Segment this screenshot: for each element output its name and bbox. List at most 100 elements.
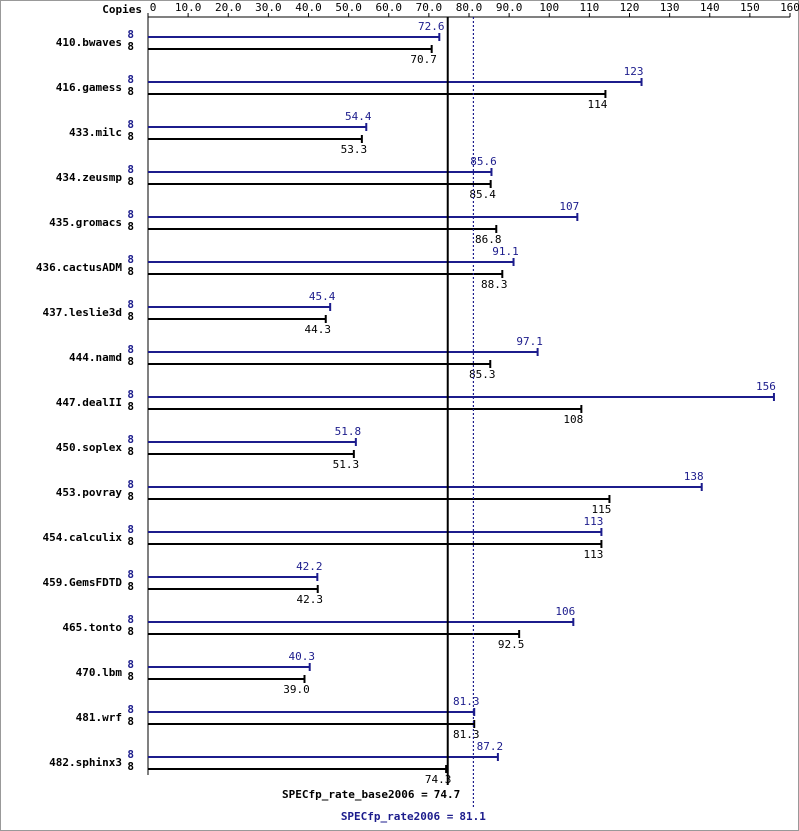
copies-label: 8 [127,523,134,536]
value-label: 108 [563,413,583,426]
value-label: 91.1 [492,245,519,258]
category-label: 436.cactusADM [36,261,122,274]
value-label: 40.3 [288,650,315,663]
category-label: 459.GemsFDTD [43,576,123,589]
value-label: 85.3 [469,368,496,381]
x-tick-label: 80.0 [456,1,483,14]
category-label: 465.tonto [62,621,122,634]
reference-value: 81.1 [459,810,486,823]
copies-label: 8 [127,298,134,311]
category-label: 410.bwaves [56,36,122,49]
value-label: 113 [583,515,603,528]
x-tick-label: 30.0 [255,1,282,14]
copies-label: 8 [127,490,134,503]
copies-label: 8 [127,163,134,176]
copies-label: 8 [127,478,134,491]
copies-label: 8 [127,310,134,323]
category-label: 447.dealII [56,396,122,409]
category-label: 416.gamess [56,81,122,94]
copies-label: 8 [127,715,134,728]
copies-label: 8 [127,265,134,278]
value-label: 85.4 [469,188,496,201]
value-label: 54.4 [345,110,372,123]
category-label: 437.leslie3d [43,306,122,319]
value-label: 42.2 [296,560,323,573]
value-label: 92.5 [498,638,525,651]
value-label: 44.3 [305,323,332,336]
copies-label: 8 [127,355,134,368]
value-label: 81.3 [453,728,480,741]
copies-label: 8 [127,73,134,86]
copies-label: 8 [127,175,134,188]
category-label: 481.wrf [76,711,122,724]
copies-label: 8 [127,220,134,233]
x-tick-label: 20.0 [215,1,242,14]
category-label: 435.gromacs [49,216,122,229]
copies-label: 8 [127,658,134,671]
value-label: 53.3 [341,143,368,156]
copies-label: 8 [127,433,134,446]
copies-label: 8 [127,535,134,548]
category-label: 450.soplex [56,441,123,454]
value-label: 81.3 [453,695,480,708]
copies-label: 8 [127,253,134,266]
x-tick-label: 40.0 [295,1,322,14]
copies-label: 8 [127,760,134,773]
copies-label: 8 [127,400,134,413]
category-label: 454.calculix [43,531,123,544]
category-label: 444.namd [69,351,122,364]
value-label: 39.0 [283,683,310,696]
copies-label: 8 [127,85,134,98]
x-tick-label: 60.0 [376,1,403,14]
value-label: 115 [592,503,612,516]
copies-label: 8 [127,748,134,761]
x-tick-label: 160 [780,1,799,14]
copies-label: 8 [127,670,134,683]
copies-label: 8 [127,703,134,716]
category-label: 470.lbm [76,666,123,679]
copies-label: 8 [127,445,134,458]
x-tick-label: 110 [579,1,599,14]
value-label: 86.8 [475,233,502,246]
category-label: 434.zeusmp [56,171,123,184]
x-tick-label: 50.0 [335,1,362,14]
copies-label: 8 [127,208,134,221]
value-label: 156 [756,380,776,393]
category-label: 453.povray [56,486,123,499]
value-label: 97.1 [516,335,543,348]
value-label: 74.3 [425,773,452,786]
x-tick-label: 90.0 [496,1,523,14]
value-label: 106 [555,605,575,618]
value-label: 45.4 [309,290,336,303]
value-label: 85.6 [470,155,497,168]
reference-value: 74.7 [434,788,461,801]
copies-label: 8 [127,625,134,638]
copies-label: 8 [127,580,134,593]
copies-label: 8 [127,343,134,356]
value-label: 123 [624,65,644,78]
x-tick-label: 10.0 [175,1,202,14]
value-label: 51.8 [335,425,362,438]
category-label: 433.milc [69,126,122,139]
value-label: 88.3 [481,278,508,291]
copies-label: 8 [127,118,134,131]
x-tick-label: 0 [150,1,157,14]
value-label: 51.3 [333,458,360,471]
reference-label: SPECfp_rate_base2006 = [282,788,428,801]
reference-label: SPECfp_rate2006 = [341,810,454,823]
x-tick-label: 140 [700,1,720,14]
copies-label: 8 [127,40,134,53]
x-tick-label: 70.0 [416,1,443,14]
value-label: 138 [684,470,704,483]
copies-header: Copies [102,3,142,16]
x-tick-label: 150 [740,1,760,14]
category-label: 482.sphinx3 [49,756,122,769]
copies-label: 8 [127,388,134,401]
value-label: 107 [559,200,579,213]
value-label: 113 [583,548,603,561]
copies-label: 8 [127,130,134,143]
value-label: 72.6 [418,20,445,33]
copies-label: 8 [127,28,134,41]
